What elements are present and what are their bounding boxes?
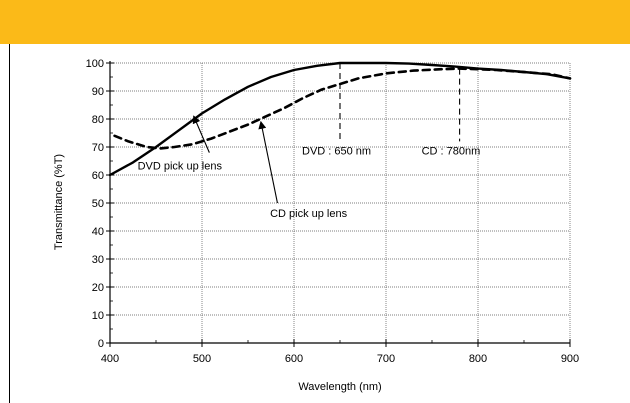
tick-labels: 0 10 20 30 40 50 60 70 80 90 100 400 500 600 700 800 900 [86,58,580,365]
y-axis-title: Transmittance (%T) [53,154,65,250]
y-tick-label: 40 [92,226,104,238]
x-tick-label: 700 [377,353,395,365]
wavelength-marker-label: CD : 780nm [422,145,481,157]
y-tick-label: 20 [92,282,104,294]
y-tick-label: 60 [92,170,104,182]
x-tick-label: 800 [469,353,487,365]
y-tick-label: 100 [86,58,104,70]
wavelength-markers: DVD : 650 nm CD : 780nm [302,63,480,157]
cd-lens-label: CD pick up lens [270,208,348,220]
header-band [0,0,630,44]
y-tick-label: 80 [92,114,104,126]
x-tick-label: 400 [101,353,119,365]
x-tick-label: 600 [285,353,303,365]
y-tick-label: 10 [92,310,104,322]
cd-lens-curve [113,67,572,150]
y-tick-label: 30 [92,254,104,266]
y-tick-label: 70 [92,142,104,154]
axes [106,61,571,347]
dvd-lens-label: DVD pick up lens [138,160,223,172]
dvd-lens-arrow [192,115,210,153]
x-axis-title: Wavelength (nm) [298,381,381,393]
frame-border [9,44,10,403]
x-tick-label: 900 [561,353,579,365]
x-tick-label: 500 [193,353,211,365]
cd-lens-arrow [258,120,278,204]
y-tick-label: 90 [92,86,104,98]
y-tick-label: 50 [92,198,104,210]
wavelength-marker-label: DVD : 650 nm [302,145,371,157]
y-tick-label: 0 [98,338,104,350]
annotations: DVD pick up lens CD pick up lens [138,115,348,220]
